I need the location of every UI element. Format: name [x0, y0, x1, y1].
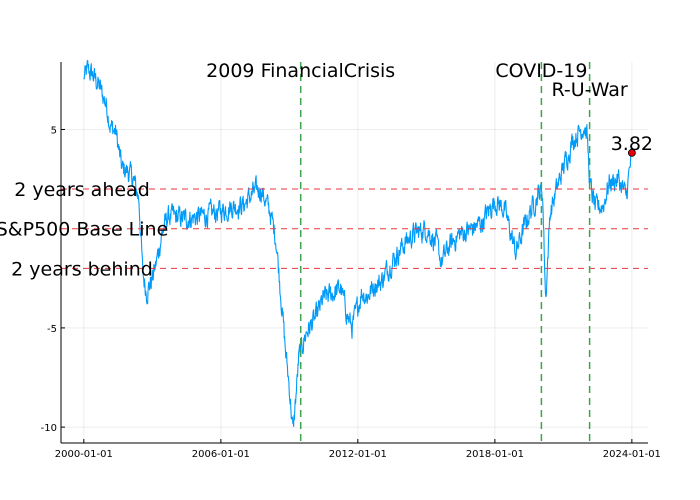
y-tick-label: -10 — [41, 423, 57, 434]
x-tick-label: 2018-01-01 — [466, 449, 524, 460]
reference-line-label: 2 years behind — [11, 258, 153, 280]
x-tick-label: 2000-01-01 — [55, 449, 113, 460]
series-line — [83, 59, 633, 428]
x-tick-label: 2006-01-01 — [192, 449, 250, 460]
y-tick-label: 5 — [51, 125, 57, 136]
event-line-label: COVID-19 — [495, 60, 587, 82]
last-value-marker — [627, 148, 636, 157]
reference-line-label: S&P500 Base Line — [0, 219, 168, 241]
x-tick-label: 2012-01-01 — [329, 449, 387, 460]
event-line-label: 2009 FinancialCrisis — [206, 60, 395, 82]
x-tick-label: 2024-01-01 — [603, 449, 661, 460]
event-line-label: R-U-War — [551, 79, 627, 101]
reference-line-label: 2 years ahead — [14, 179, 150, 201]
y-tick-label: -5 — [47, 324, 57, 335]
last-value-label: 3.82 — [611, 133, 653, 155]
